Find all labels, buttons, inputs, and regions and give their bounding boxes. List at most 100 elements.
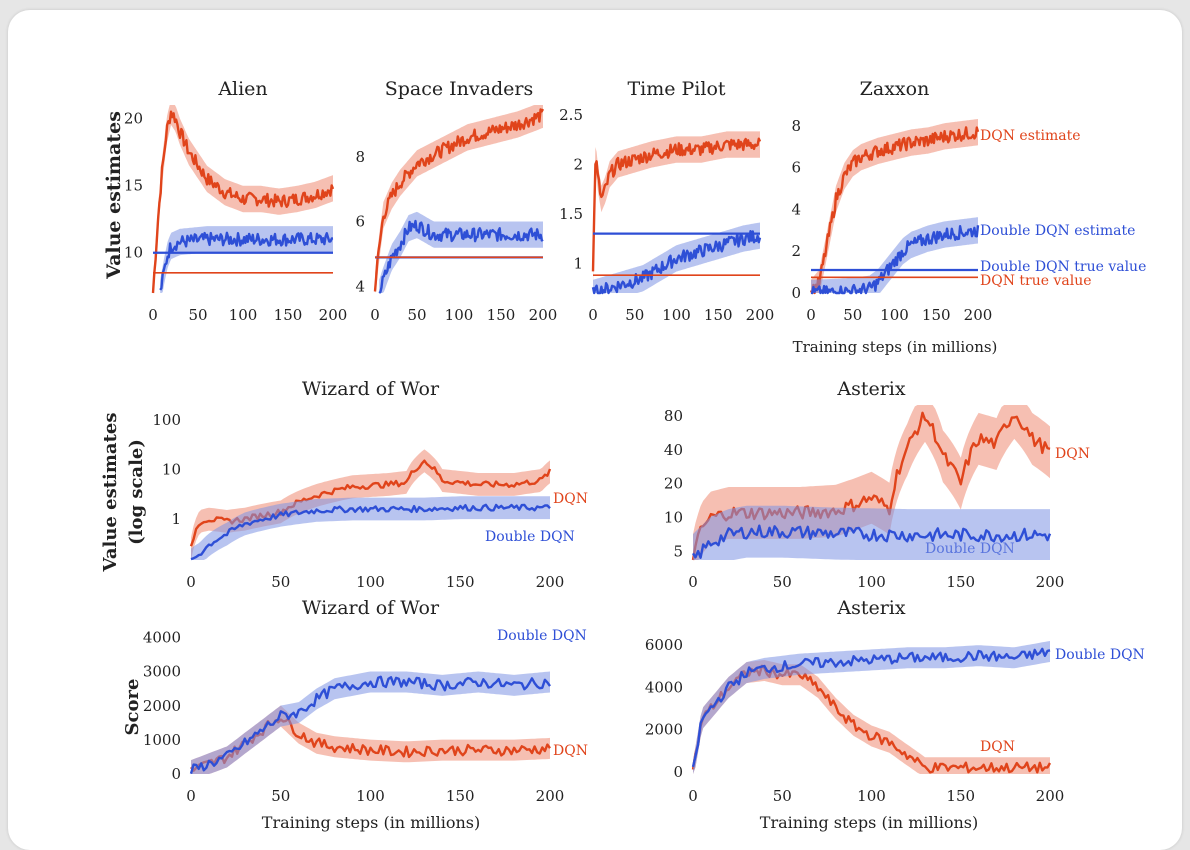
y-tick-label-asterix_value: 80 — [664, 407, 683, 425]
y-tick-label-zaxxon: 6 — [791, 159, 801, 177]
x-tick-label-wizard_value: 150 — [446, 573, 475, 591]
x-tick-label-space_invaders: 150 — [487, 306, 516, 324]
x-tick-label-asterix_value: 150 — [946, 573, 975, 591]
y-tick-label-wizard_score: 0 — [171, 765, 181, 783]
y-tick-label-time_pilot: 1.5 — [559, 205, 583, 223]
y-tick-label-asterix_value: 5 — [673, 542, 683, 560]
x-tick-label-wizard_score: 150 — [446, 787, 475, 805]
x-tick-label-asterix_score: 200 — [1036, 787, 1065, 805]
chart-title-wizard_value: Wizard of Wor — [302, 378, 440, 400]
series-band-time_pilot-0 — [593, 131, 760, 287]
x-tick-label-wizard_score: 100 — [356, 787, 385, 805]
figure-canvas: Value estimates Value estimates (log sca… — [100, 78, 1146, 832]
chart-title-wizard_score: Wizard of Wor — [302, 597, 440, 619]
label-asterix-value-dqn: DQN — [1055, 446, 1090, 462]
label-dqn-true: DQN true value — [980, 273, 1092, 289]
y-tick-label-time_pilot: 2.5 — [559, 106, 583, 124]
x-tick-label-wizard_score: 0 — [186, 787, 196, 805]
label-ddqn-estimate: Double DQN estimate — [980, 223, 1135, 239]
series-band-zaxxon-0 — [811, 119, 978, 293]
x-tick-label-wizard_value: 100 — [356, 573, 385, 591]
ylabel-value-log-2: (log scale) — [126, 439, 147, 545]
x-tick-label-alien: 150 — [274, 306, 303, 324]
series-line-alien-0 — [151, 110, 335, 294]
series-line-space_invaders-0 — [373, 108, 545, 292]
y-tick-label-time_pilot: 1 — [573, 254, 583, 272]
x-tick-label-time_pilot: 50 — [625, 306, 644, 324]
y-tick-label-space_invaders: 8 — [355, 148, 365, 166]
y-tick-label-zaxxon: 2 — [791, 242, 801, 260]
y-tick-label-asterix_score: 2000 — [645, 721, 683, 739]
series-band-asterix_score-0 — [693, 660, 1050, 774]
x-tick-label-space_invaders: 100 — [445, 306, 474, 324]
y-tick-label-zaxxon: 0 — [791, 284, 801, 302]
x-tick-label-asterix_score: 150 — [946, 787, 975, 805]
x-tick-label-zaxxon: 150 — [922, 306, 951, 324]
x-tick-label-time_pilot: 0 — [588, 306, 598, 324]
x-tick-label-wizard_value: 0 — [186, 573, 196, 591]
xlabel-asterix-score: Training steps (in millions) — [760, 813, 978, 832]
y-tick-label-wizard_score: 4000 — [143, 629, 181, 647]
x-tick-label-alien: 200 — [319, 306, 348, 324]
ylabel-value-estimates: Value estimates — [103, 111, 125, 280]
x-tick-label-asterix_score: 100 — [857, 787, 886, 805]
series-line-asterix_score-1 — [691, 647, 1051, 768]
x-tick-label-alien: 50 — [188, 306, 207, 324]
xlabel-zaxxon: Training steps (in millions) — [793, 338, 998, 356]
series-band-space_invaders-0 — [375, 105, 543, 293]
ylabel-score: Score — [122, 679, 143, 736]
figure-card: Value estimates Value estimates (log sca… — [8, 10, 1182, 850]
x-tick-label-wizard_value: 200 — [536, 573, 565, 591]
x-tick-label-zaxxon: 0 — [806, 306, 816, 324]
x-tick-label-asterix_score: 0 — [688, 787, 698, 805]
y-tick-label-wizard_score: 2000 — [143, 697, 181, 715]
label-wizard-score-ddqn: Double DQN — [497, 628, 587, 644]
x-tick-label-alien: 0 — [148, 306, 158, 324]
x-tick-label-asterix_value: 0 — [688, 573, 698, 591]
series-line-zaxxon-0 — [809, 126, 980, 295]
x-tick-label-time_pilot: 200 — [746, 306, 775, 324]
y-tick-label-asterix_score: 4000 — [645, 678, 683, 696]
x-tick-label-zaxxon: 50 — [843, 306, 862, 324]
y-tick-label-wizard_score: 1000 — [143, 731, 181, 749]
y-tick-label-wizard_value: 10 — [162, 461, 181, 479]
series-line-wizard_value-1 — [190, 503, 551, 561]
series-line-alien-1 — [159, 231, 334, 291]
series-line-time_pilot-0 — [591, 137, 762, 272]
series-band-asterix_score-1 — [693, 641, 1050, 774]
series-line-wizard_score-1 — [189, 675, 551, 775]
label-wizard-value-ddqn: Double DQN — [485, 529, 575, 545]
label-ddqn-true: Double DQN true value — [980, 259, 1146, 275]
series-line-asterix_value-1 — [691, 524, 1052, 559]
series-band-wizard_value-0 — [191, 449, 550, 560]
y-tick-label-asterix_value: 40 — [664, 441, 683, 459]
x-tick-label-asterix_score: 50 — [773, 787, 792, 805]
x-tick-label-alien: 100 — [229, 306, 258, 324]
xlabel-wizard-score: Training steps (in millions) — [262, 813, 480, 832]
chart-title-time_pilot: Time Pilot — [627, 78, 725, 100]
x-tick-label-time_pilot: 100 — [662, 306, 691, 324]
chart-title-zaxxon: Zaxxon — [860, 78, 930, 100]
label-wizard-score-dqn: DQN — [553, 743, 588, 759]
y-tick-label-asterix_value: 10 — [664, 509, 683, 527]
x-tick-label-wizard_score: 50 — [271, 787, 290, 805]
y-tick-label-wizard_value: 1 — [171, 510, 181, 528]
y-tick-label-alien: 20 — [124, 109, 143, 127]
y-tick-label-asterix_value: 20 — [664, 475, 683, 493]
label-dqn-estimate: DQN estimate — [980, 128, 1081, 144]
x-tick-label-time_pilot: 150 — [704, 306, 733, 324]
chart-title-space_invaders: Space Invaders — [385, 78, 533, 100]
y-tick-label-asterix_score: 6000 — [645, 636, 683, 654]
series-band-space_invaders-1 — [379, 211, 543, 293]
x-tick-label-space_invaders: 200 — [529, 306, 558, 324]
chart-title-alien: Alien — [217, 78, 267, 100]
y-tick-label-time_pilot: 2 — [573, 155, 583, 173]
x-tick-label-wizard_value: 50 — [271, 573, 290, 591]
x-tick-label-asterix_value: 50 — [773, 573, 792, 591]
y-tick-label-wizard_score: 3000 — [143, 663, 181, 681]
y-tick-label-wizard_value: 100 — [152, 411, 181, 429]
y-tick-label-zaxxon: 4 — [791, 200, 801, 218]
x-tick-label-space_invaders: 50 — [407, 306, 426, 324]
chart-title-asterix_score: Asterix — [836, 597, 906, 619]
label-asterix-score-ddqn: Double DQN — [1055, 647, 1145, 663]
